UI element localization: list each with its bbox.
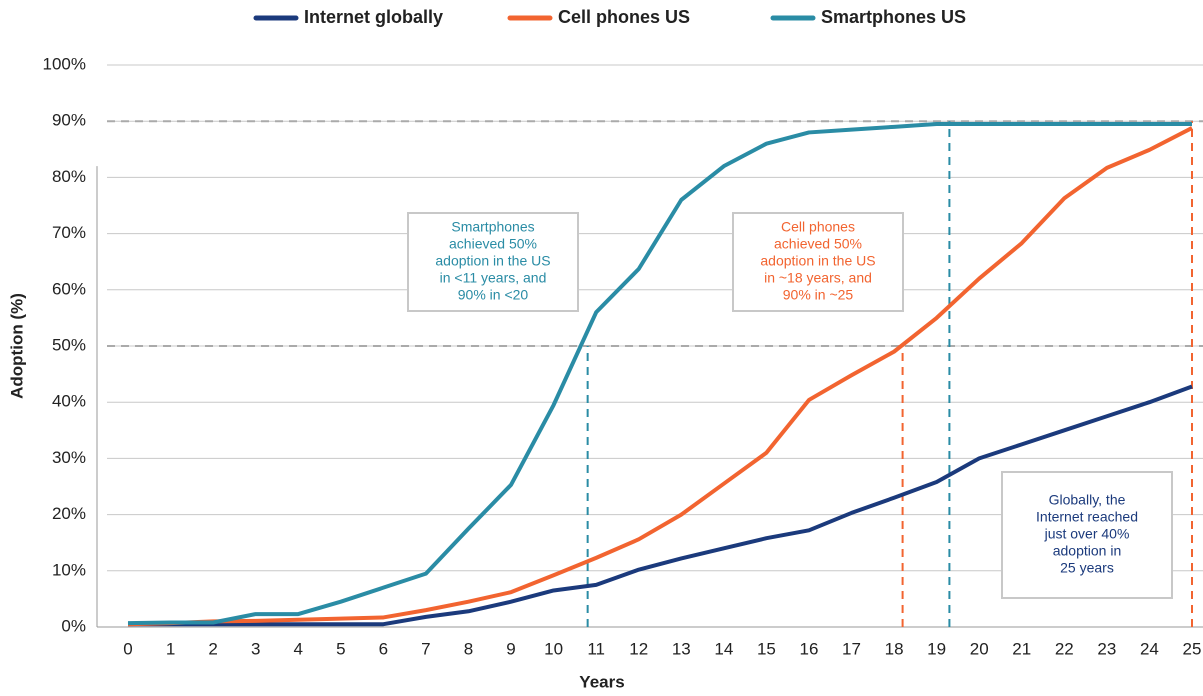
x-tick-label: 6 xyxy=(379,639,388,658)
x-tick-label: 5 xyxy=(336,639,345,658)
x-tick-label: 10 xyxy=(544,639,563,658)
x-tick-label: 7 xyxy=(421,639,430,658)
y-tick-label: 90% xyxy=(52,111,86,130)
annotation-text: adoption in the US xyxy=(760,253,875,269)
y-tick-label: 50% xyxy=(52,335,86,354)
y-axis-label: Adoption (%) xyxy=(7,293,26,399)
x-tick-label: 25 xyxy=(1183,639,1202,658)
annotation-text: in ~18 years, and xyxy=(764,270,872,286)
x-tick-label: 15 xyxy=(757,639,776,658)
legend-label: Smartphones US xyxy=(821,7,966,27)
x-tick-label: 13 xyxy=(672,639,691,658)
y-tick-label: 20% xyxy=(52,504,86,523)
annotation-text: 90% in <20 xyxy=(458,287,529,303)
annotation-text: in <11 years, and xyxy=(440,270,547,286)
annotation-text: 90% in ~25 xyxy=(783,287,854,303)
x-tick-label: 3 xyxy=(251,639,260,658)
y-tick-label: 60% xyxy=(52,279,86,298)
x-tick-label: 21 xyxy=(1012,639,1031,658)
legend-label: Internet globally xyxy=(304,7,443,27)
series-line xyxy=(128,384,1193,627)
annotation-box xyxy=(407,212,579,312)
annotation-text: Smartphones xyxy=(451,219,534,235)
x-axis-label: Years xyxy=(579,672,624,691)
x-tick-label: 22 xyxy=(1055,639,1074,658)
annotation-text: adoption in the US xyxy=(435,253,550,269)
x-tick-label: 8 xyxy=(464,639,473,658)
y-tick-label: 0% xyxy=(61,616,86,635)
x-tick-label: 20 xyxy=(970,639,989,658)
x-tick-label: 4 xyxy=(294,639,303,658)
annotation-box xyxy=(732,212,904,312)
y-tick-label: 40% xyxy=(52,392,86,411)
x-tick-label: 12 xyxy=(629,639,648,658)
annotation-text: 25 years xyxy=(1060,560,1114,576)
y-tick-label: 70% xyxy=(52,223,86,242)
y-tick-label: 30% xyxy=(52,448,86,467)
y-tick-label: 10% xyxy=(52,560,86,579)
series-line xyxy=(127,126,1193,627)
x-tick-label: 0 xyxy=(123,639,132,658)
x-tick-label: 11 xyxy=(587,639,605,658)
annotation-text: just over 40% xyxy=(1044,526,1130,542)
series-line xyxy=(127,122,1192,626)
annotation-text: Cell phones xyxy=(781,219,855,235)
annotation-text: achieved 50% xyxy=(449,236,537,252)
y-tick-label: 80% xyxy=(52,167,86,186)
x-tick-label: 2 xyxy=(208,639,217,658)
annotation-text: Globally, the xyxy=(1049,492,1126,508)
annotation-text: adoption in xyxy=(1053,543,1122,559)
legend-label: Cell phones US xyxy=(558,7,690,27)
x-tick-label: 19 xyxy=(927,639,946,658)
x-tick-label: 17 xyxy=(842,639,861,658)
x-tick-label: 9 xyxy=(506,639,515,658)
x-tick-label: 24 xyxy=(1140,639,1159,658)
annotation-box xyxy=(1001,471,1173,599)
x-tick-label: 16 xyxy=(799,639,818,658)
x-tick-label: 18 xyxy=(885,639,904,658)
x-tick-label: 1 xyxy=(166,639,175,658)
x-tick-label: 23 xyxy=(1097,639,1116,658)
y-tick-label: 100% xyxy=(43,54,86,73)
annotation-text: Internet reached xyxy=(1036,509,1138,525)
x-tick-label: 14 xyxy=(714,639,733,658)
annotation-text: achieved 50% xyxy=(774,236,862,252)
